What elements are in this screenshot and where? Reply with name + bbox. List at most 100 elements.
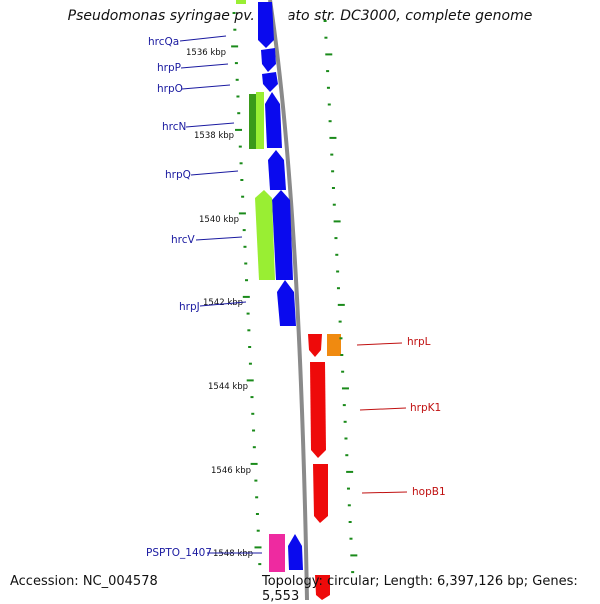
tick-marks <box>231 12 358 574</box>
tick-mark <box>254 546 262 549</box>
tick-mark <box>344 437 348 440</box>
label-hrpO[interactable]: hrpO <box>157 83 183 95</box>
gene-PSPTO_1407[interactable] <box>288 534 303 570</box>
tick-mark <box>336 287 340 290</box>
tick-mark <box>332 203 336 206</box>
tick-mark <box>339 337 343 340</box>
tick-mark <box>327 103 331 106</box>
gene-hrpO[interactable] <box>262 72 278 92</box>
gene-hrpQ[interactable] <box>268 150 286 190</box>
gene-hrcQa[interactable] <box>258 2 274 48</box>
tick-mark <box>258 563 262 566</box>
tick-mark <box>328 120 332 123</box>
tick-mark <box>256 529 260 532</box>
tick-mark <box>346 470 354 473</box>
tick-mark <box>351 571 355 574</box>
leader-hrpL <box>356 342 403 346</box>
label-hrpQ[interactable]: hrpQ <box>165 169 191 181</box>
tick-mark <box>250 462 258 465</box>
gene-orange[interactable] <box>327 334 341 356</box>
tick-mark <box>340 354 344 356</box>
tick-mark <box>336 270 340 273</box>
tick-mark <box>350 554 358 557</box>
gene-hrcN[interactable] <box>265 92 282 148</box>
tick-mark <box>324 36 328 39</box>
tick-mark <box>326 70 330 73</box>
gene-hrcV[interactable] <box>272 190 293 280</box>
tick-mark <box>236 95 240 98</box>
tick-mark <box>255 496 259 499</box>
tick-mark <box>247 329 251 332</box>
left-gene-labels: hrcQa hrpP hrpO hrcN hrpQ hrcV hrpJ PSPT… <box>146 35 262 559</box>
tick-mark <box>255 513 259 515</box>
gene-hrpK1[interactable] <box>310 362 326 458</box>
tick-mark <box>241 195 245 198</box>
tick-mark <box>235 78 239 81</box>
leader-hrcN <box>185 122 235 128</box>
tick-mark <box>242 295 250 298</box>
tick-mark <box>326 86 330 89</box>
tick-mark <box>238 145 242 148</box>
tick-mark <box>323 20 327 22</box>
label-hrcQa[interactable]: hrcQa <box>148 36 179 48</box>
tick-mark <box>248 362 252 365</box>
tick-mark <box>243 245 247 248</box>
label-hrpP[interactable]: hrpP <box>157 62 181 74</box>
leader-hrpO <box>181 84 231 90</box>
partial-gene-top <box>236 0 246 4</box>
tick-mark <box>341 370 345 373</box>
operon-block-hrcN-dark <box>249 94 257 149</box>
tick-mark <box>333 220 341 223</box>
tick-mark <box>245 279 249 282</box>
tick-mark <box>252 446 256 449</box>
label-hrcN[interactable]: hrcN <box>162 121 186 133</box>
accession-text: Accession: NC_004578 <box>10 574 158 589</box>
label-hrpJ[interactable]: hrpJ <box>179 301 200 313</box>
scale-label: 1546 kbp <box>211 466 251 476</box>
operon-block-hrcV <box>255 190 275 280</box>
tick-mark <box>234 62 238 65</box>
tick-mark <box>342 404 346 407</box>
tick-mark <box>347 504 351 507</box>
gene-hopB1[interactable] <box>313 464 328 523</box>
right-strand-genes <box>308 334 341 600</box>
gene-hrpJ[interactable] <box>277 280 296 326</box>
tick-mark <box>254 479 258 482</box>
gene-hrpP[interactable] <box>261 48 276 72</box>
operon-block-hrcN-light <box>256 92 264 149</box>
label-hrcV[interactable]: hrcV <box>171 234 196 246</box>
tick-mark <box>238 212 246 215</box>
tick-mark <box>246 379 254 382</box>
tick-mark <box>246 312 250 315</box>
scale-label: 1540 kbp <box>199 215 239 225</box>
tick-mark <box>331 170 335 173</box>
leader-hrcV <box>195 236 243 241</box>
left-strand-genes <box>258 2 303 570</box>
magenta-gene[interactable] <box>269 534 285 572</box>
leader-hrpJ <box>199 301 247 307</box>
scale-label: 1538 kbp <box>194 131 234 141</box>
tick-mark <box>341 387 349 390</box>
genome-backbone <box>268 0 309 600</box>
scale-label: 1544 kbp <box>208 382 248 392</box>
gene-partial-bottom <box>315 575 330 600</box>
scale-label: 1536 kbp <box>186 48 226 58</box>
label-hrpK1[interactable]: hrpK1 <box>410 402 441 414</box>
tick-mark <box>232 12 236 14</box>
leader-hopB1 <box>361 491 408 494</box>
label-PSPTO_1407[interactable]: PSPTO_1407 <box>146 547 212 559</box>
tick-mark <box>330 153 334 156</box>
label-hopB1[interactable]: hopB1 <box>412 486 446 498</box>
operon-blocks <box>249 92 285 572</box>
tick-mark <box>251 412 255 415</box>
tick-mark <box>252 429 256 432</box>
gene-hrpL[interactable] <box>308 334 322 357</box>
tick-mark <box>331 187 335 189</box>
leader-hrpK1 <box>359 407 407 411</box>
tick-mark <box>250 396 254 399</box>
tick-mark <box>334 237 338 240</box>
label-hrpL[interactable]: hrpL <box>407 336 431 348</box>
leader-hrpP <box>180 63 229 69</box>
tick-mark <box>233 28 237 31</box>
